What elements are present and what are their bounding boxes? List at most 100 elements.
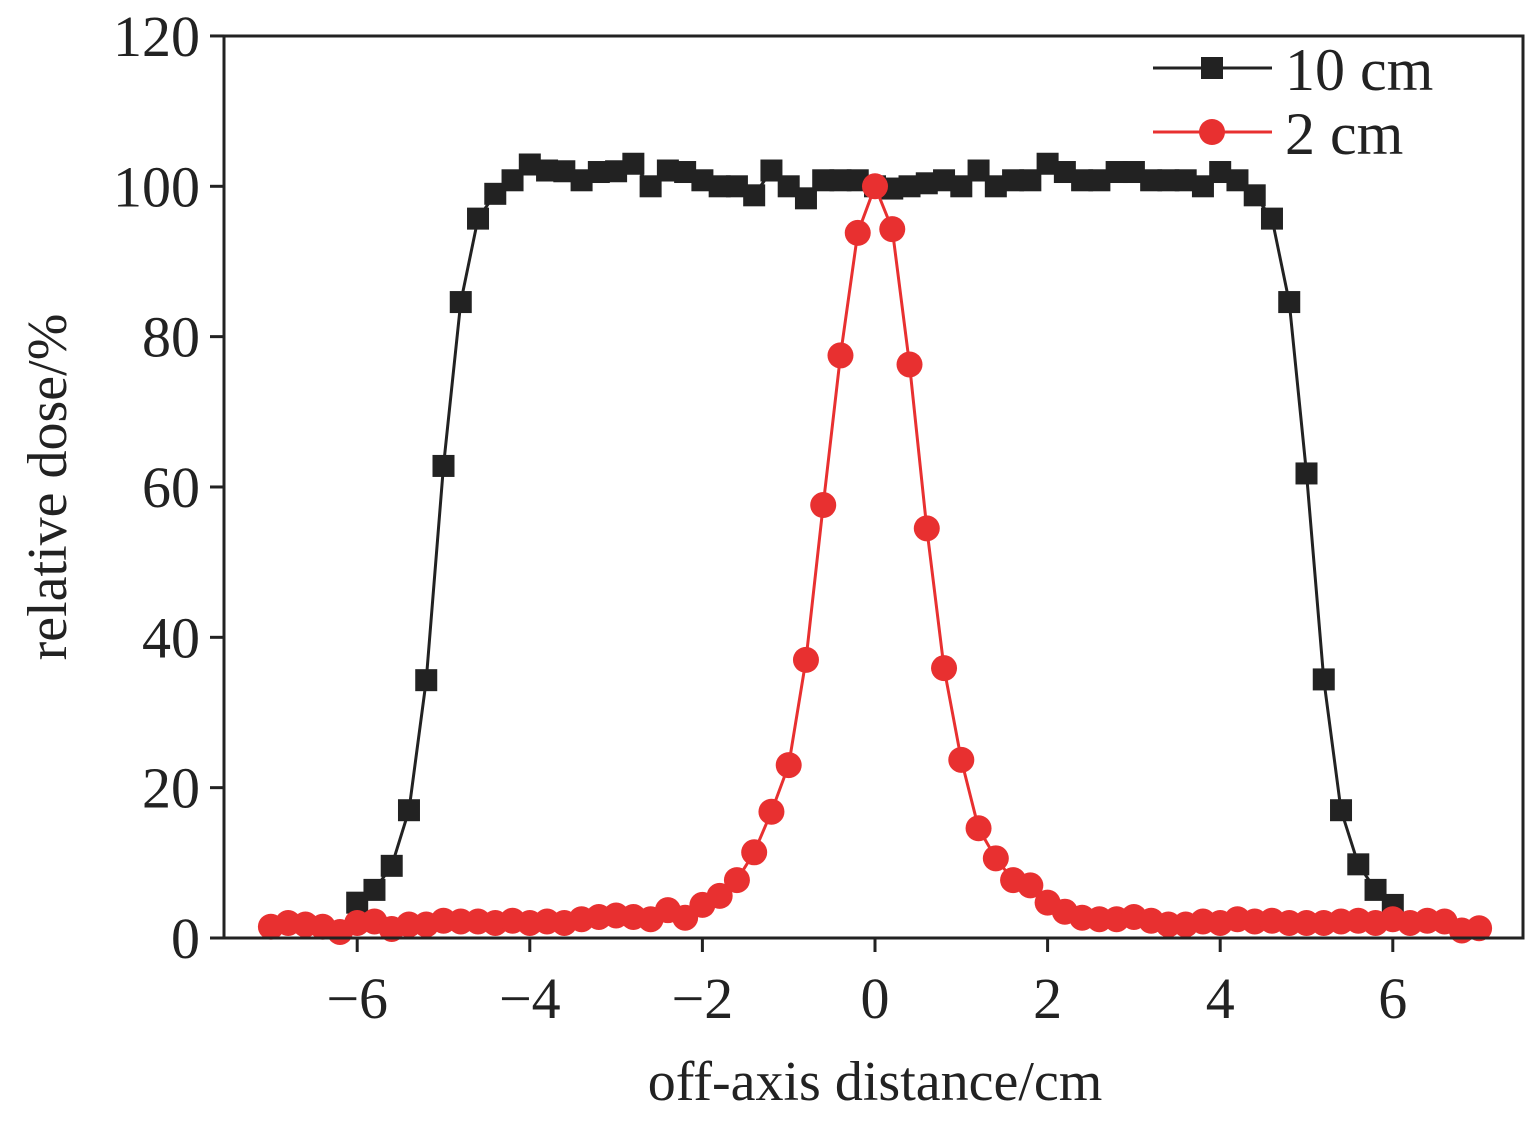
data-point [363, 878, 386, 901]
y-axis-label: relative dose/% [17, 314, 79, 661]
series-layer [257, 152, 1493, 945]
data-point [706, 882, 733, 909]
data-point [415, 669, 438, 692]
series-10cm [346, 152, 1404, 916]
data-point [758, 798, 785, 825]
data-point [898, 175, 921, 198]
data-point [933, 169, 956, 192]
data-point [723, 867, 750, 894]
x-tick-label: −2 [672, 966, 734, 1031]
y-tick-label: 20 [142, 756, 200, 821]
y-tick-label: 120 [113, 4, 200, 69]
x-tick-label: 6 [1378, 966, 1407, 1031]
data-point [950, 175, 973, 198]
data-point [1017, 872, 1044, 899]
data-point [965, 815, 992, 842]
data-point [553, 160, 576, 183]
data-point [967, 159, 990, 182]
data-point [777, 175, 800, 198]
data-point [879, 216, 906, 243]
data-point [484, 182, 507, 205]
data-point [844, 219, 871, 246]
x-tick-label: −4 [499, 966, 561, 1031]
legend-marker-10cm [1201, 57, 1223, 79]
y-tick-label: 60 [142, 455, 200, 520]
data-point [827, 342, 854, 369]
data-point [1105, 161, 1128, 184]
data-point [915, 172, 938, 195]
data-point [1278, 291, 1301, 314]
data-point [1226, 169, 1249, 192]
data-point [1260, 207, 1283, 230]
data-point [467, 207, 490, 230]
legend: 10 cm 2 cm [1153, 37, 1433, 167]
data-point [1071, 169, 1094, 192]
data-point [896, 351, 923, 378]
data-point [984, 175, 1007, 198]
legend-label-10cm: 10 cm [1285, 37, 1433, 103]
data-point [775, 752, 802, 779]
data-point [1053, 161, 1076, 184]
data-point [1243, 184, 1266, 207]
x-tick-label: 4 [1206, 966, 1235, 1031]
data-point [1036, 152, 1059, 175]
data-point [1466, 915, 1493, 942]
data-point [1330, 799, 1353, 822]
data-point [829, 169, 852, 192]
data-point [982, 845, 1009, 872]
x-tick-label: 2 [1033, 966, 1062, 1031]
y-tick-label: 80 [142, 305, 200, 370]
data-point [691, 169, 714, 192]
data-point [570, 169, 593, 192]
y-tick-label: 40 [142, 605, 200, 670]
data-point [1019, 169, 1042, 192]
data-point [931, 655, 958, 682]
data-point [760, 159, 783, 182]
data-point [397, 799, 420, 822]
legend-label-2cm: 2 cm [1285, 101, 1403, 167]
data-point [639, 175, 662, 198]
data-point [1140, 169, 1163, 192]
data-point [1174, 169, 1197, 192]
data-point [432, 454, 455, 477]
y-tick-label: 0 [171, 906, 200, 971]
x-axis-label: off-axis distance/cm [648, 1051, 1103, 1113]
data-point [346, 891, 369, 914]
series-line [356, 161, 1394, 907]
y-tick-label: 100 [113, 154, 200, 219]
data-point [743, 184, 766, 207]
data-point [792, 646, 819, 673]
data-point [1088, 169, 1111, 192]
data-point [1364, 878, 1387, 901]
data-point [622, 152, 645, 175]
data-point [501, 169, 524, 192]
data-point [862, 173, 888, 200]
data-point [605, 160, 628, 183]
data-point [725, 175, 748, 198]
data-point [449, 291, 472, 314]
data-point [1191, 175, 1214, 198]
data-point [674, 161, 697, 184]
data-point [1122, 161, 1145, 184]
data-point [948, 746, 975, 773]
data-point [380, 854, 403, 877]
data-point [518, 153, 541, 176]
data-point [1002, 169, 1025, 192]
data-point [587, 161, 610, 184]
legend-marker-2cm [1199, 119, 1225, 145]
data-point [1347, 853, 1370, 876]
data-point [810, 492, 837, 519]
data-point [794, 187, 817, 210]
data-point [1312, 668, 1335, 691]
data-point [1209, 161, 1232, 184]
data-point [741, 839, 768, 866]
data-point [812, 169, 835, 192]
data-point [1295, 462, 1318, 485]
data-point [1157, 169, 1180, 192]
data-point [708, 175, 731, 198]
data-point [913, 515, 940, 542]
series-2cm [257, 173, 1493, 945]
data-point [656, 159, 679, 182]
